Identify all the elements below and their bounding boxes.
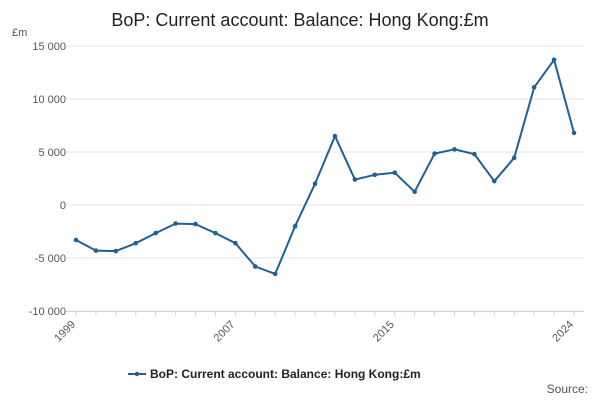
- data-point: [312, 181, 318, 187]
- data-point: [432, 151, 437, 156]
- data-point: [412, 189, 417, 195]
- series-layer: [73, 57, 577, 277]
- data-point: [372, 172, 378, 178]
- x-tick-label: 1999: [52, 319, 78, 345]
- data-point: [272, 271, 278, 277]
- data-point: [492, 178, 497, 184]
- data-point: [352, 177, 358, 182]
- y-tick-label: 5 000: [38, 147, 66, 159]
- data-point: [252, 264, 258, 269]
- y-tick-label: -10 000: [29, 306, 66, 318]
- data-point: [511, 155, 517, 161]
- chart-title: BoP: Current account: Balance: Hong Kong…: [111, 10, 488, 30]
- x-tick-label: 2024: [550, 319, 576, 345]
- data-point: [472, 151, 477, 157]
- y-tick-label: -5 000: [35, 253, 66, 265]
- x-tick-label: 2007: [212, 319, 238, 345]
- data-point: [452, 147, 457, 152]
- data-point: [571, 130, 577, 136]
- x-axis: 1999 2007 2015 2024: [52, 311, 584, 344]
- data-point: [233, 240, 238, 246]
- legend[interactable]: BoP: Current account: Balance: Hong Kong…: [128, 367, 421, 381]
- data-point: [213, 230, 218, 236]
- data-point: [113, 248, 119, 254]
- y-axis-ticks: -10 000 -5 000 0 5 000 10 000 15 000: [29, 41, 66, 318]
- y-tick-label: 0: [60, 200, 66, 212]
- y-tick-label: 10 000: [32, 94, 66, 106]
- data-point: [173, 221, 178, 226]
- data-point: [93, 248, 99, 253]
- data-point: [392, 170, 398, 175]
- series-line: [75, 58, 575, 275]
- data-point: [332, 133, 338, 139]
- data-point: [531, 85, 537, 90]
- y-axis-unit: £m: [12, 27, 27, 39]
- data-point: [193, 221, 198, 227]
- source-label[interactable]: Source:: [547, 382, 588, 396]
- grid-lines: [66, 45, 584, 312]
- data-point: [133, 240, 139, 246]
- legend-marker: [134, 371, 140, 377]
- data-point: [551, 57, 557, 63]
- y-tick-label: 15 000: [32, 41, 66, 53]
- legend-label: BoP: Current account: Balance: Hong Kong…: [150, 367, 421, 381]
- data-point: [153, 230, 158, 236]
- data-point: [292, 223, 298, 229]
- x-tick-label: 2015: [371, 319, 397, 345]
- data-point: [73, 237, 79, 243]
